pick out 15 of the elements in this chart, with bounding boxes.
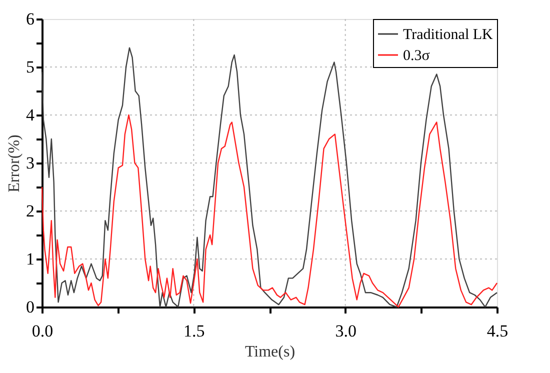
x-tick-label: 4.5 bbox=[486, 322, 508, 340]
legend-label: Traditional LK bbox=[403, 27, 494, 43]
y-tick-label: 1 bbox=[26, 250, 34, 268]
x-tick-label: 0.0 bbox=[32, 322, 54, 340]
x-tick-label: 3.0 bbox=[335, 322, 356, 340]
y-axis-title: Error(%) bbox=[6, 134, 23, 192]
y-tick-label: 0 bbox=[26, 298, 34, 316]
y-tick-label: 4 bbox=[26, 106, 35, 124]
y-tick-label: 6 bbox=[26, 10, 34, 28]
legend-label: 0.3σ bbox=[403, 48, 430, 64]
y-tick-label: 2 bbox=[26, 202, 34, 220]
x-tick-label: 1.5 bbox=[184, 322, 205, 340]
y-tick-label: 3 bbox=[26, 154, 34, 172]
y-tick-label: 5 bbox=[26, 58, 34, 76]
x-axis-title: Time(s) bbox=[244, 344, 296, 360]
